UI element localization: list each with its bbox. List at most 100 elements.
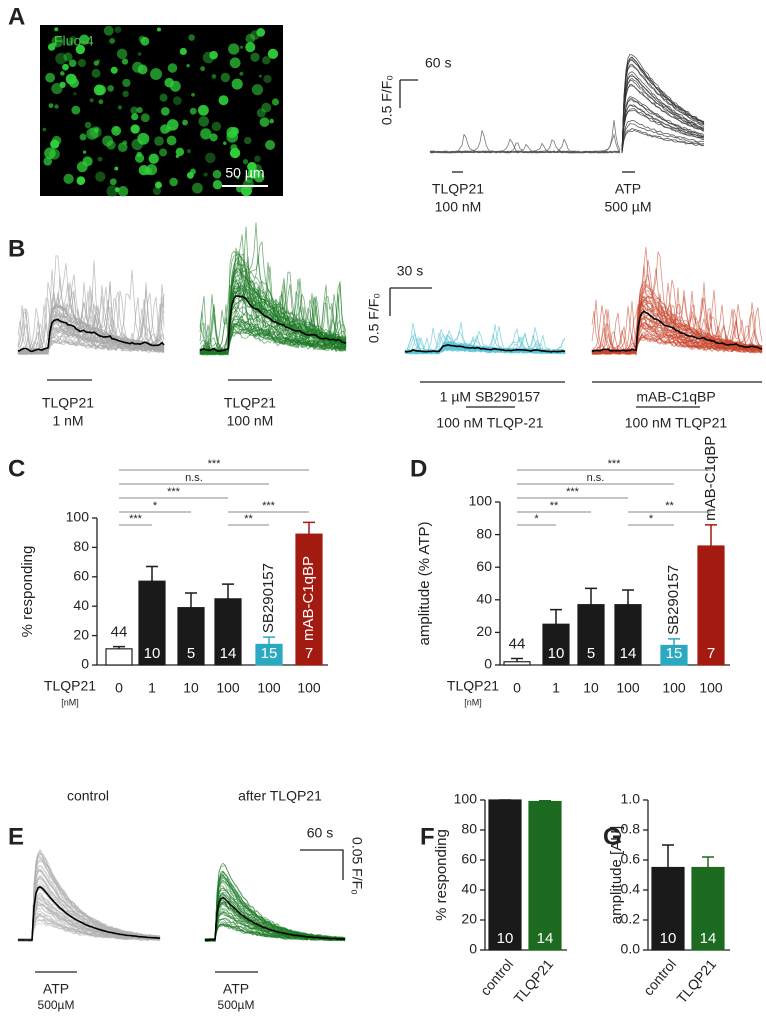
trace	[621, 109, 705, 154]
trace	[621, 56, 705, 153]
time-scale: 60 s	[307, 825, 333, 841]
cell	[52, 42, 57, 46]
trace	[199, 268, 347, 356]
y-tick-label: 20	[476, 623, 492, 639]
cell	[137, 52, 142, 56]
trace	[621, 123, 705, 153]
time-scale: 60 s	[425, 55, 451, 71]
bar	[503, 661, 531, 666]
x-tick-label: 10	[183, 680, 199, 696]
n-label: 5	[587, 645, 595, 662]
n-label: 15	[261, 645, 278, 662]
cell	[49, 148, 60, 160]
x-tick-label: TLQP21	[673, 956, 719, 1006]
bar	[177, 607, 205, 666]
n-label: 14	[537, 930, 554, 947]
n-label: 10	[548, 645, 565, 662]
cell	[159, 148, 168, 157]
error-bar	[511, 657, 523, 662]
stim-label: TLQP21	[42, 395, 94, 411]
bar	[691, 866, 725, 951]
stim-label: ATP	[43, 981, 69, 997]
cell	[203, 172, 208, 177]
cell	[267, 48, 279, 59]
traces	[429, 53, 705, 154]
cell	[106, 185, 119, 198]
cell	[59, 81, 66, 88]
significance-label: n.s.	[185, 472, 203, 484]
cell	[109, 38, 116, 44]
bar	[214, 598, 242, 666]
cell	[122, 90, 129, 98]
trace	[621, 79, 705, 152]
cell	[247, 161, 257, 172]
cell	[256, 108, 266, 118]
cell	[48, 103, 54, 108]
stim-label: 100 nM TLQP-21	[436, 415, 543, 431]
x-axis-label: TLQP21	[447, 678, 499, 694]
error-bar	[585, 587, 597, 605]
cell	[96, 59, 101, 63]
significance-label: *	[534, 513, 539, 525]
cell	[136, 106, 143, 114]
bar	[488, 799, 522, 951]
trace	[621, 65, 705, 153]
error-bar	[222, 583, 234, 599]
n-label: 14	[700, 930, 717, 947]
n-label: 7	[305, 645, 313, 662]
cell	[107, 85, 114, 92]
significance-label: ***	[167, 486, 181, 498]
cell	[223, 141, 227, 145]
mean-trace	[204, 896, 346, 942]
cell	[73, 92, 77, 96]
x-tick-label: 100	[216, 680, 240, 696]
mean-trace	[404, 344, 566, 353]
n-label: 10	[144, 645, 161, 662]
cell	[98, 99, 104, 105]
trace	[17, 303, 165, 355]
trace	[17, 875, 161, 942]
n-label: 5	[187, 645, 195, 662]
y-tick-label: 100	[454, 791, 478, 807]
cell	[62, 63, 69, 71]
trace	[429, 133, 621, 154]
x-tick-label: 100	[297, 680, 321, 696]
y-tick-label: 100	[66, 509, 90, 525]
cell	[68, 59, 77, 68]
cell	[138, 35, 146, 43]
cell	[160, 106, 170, 116]
y-tick-label: 80	[73, 538, 89, 554]
trace	[591, 302, 763, 355]
stim-conc: 500 µM	[605, 199, 652, 215]
cell	[197, 104, 209, 116]
stim-label: ATP	[615, 181, 641, 197]
x-tick-label: TLQP21	[510, 956, 556, 1006]
y-tick-label: 0.0	[621, 941, 641, 957]
cell	[253, 172, 265, 183]
cell	[175, 154, 180, 158]
significance-label: ***	[208, 458, 222, 470]
cell	[169, 80, 181, 92]
cell	[110, 66, 118, 74]
cell	[200, 66, 206, 72]
cell	[93, 84, 105, 96]
cell	[229, 57, 241, 69]
bar	[105, 648, 133, 666]
n-label: 10	[660, 930, 677, 947]
trace	[199, 278, 347, 353]
error-bar	[113, 645, 125, 649]
cell	[82, 156, 93, 167]
y-tick-label: 0.4	[621, 881, 641, 897]
cell	[186, 149, 191, 154]
cell	[211, 121, 222, 132]
n-label: 14	[220, 645, 237, 662]
x-tick-label: 1	[552, 680, 560, 696]
cell	[91, 68, 101, 78]
cell	[169, 177, 178, 187]
cell	[198, 116, 210, 127]
trace	[621, 71, 705, 153]
cell	[109, 178, 117, 186]
mean-trace	[591, 310, 763, 353]
y-tick-label: 60	[476, 558, 492, 574]
